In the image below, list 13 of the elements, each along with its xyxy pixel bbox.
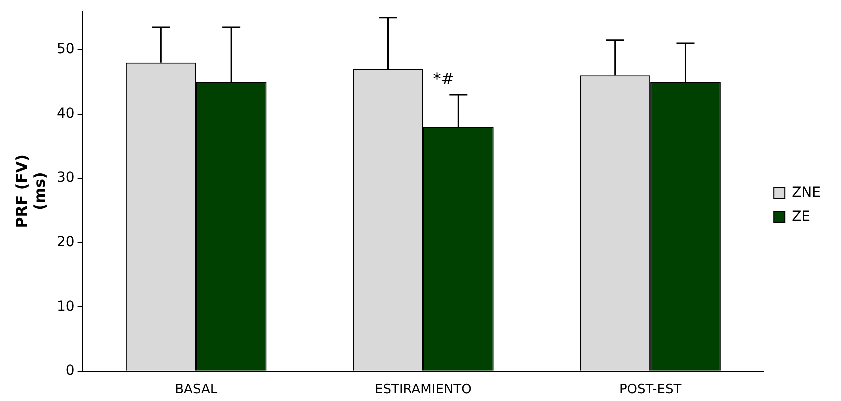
y-tick-label: 20: [56, 234, 75, 250]
y-tick-label: 50: [56, 42, 75, 58]
y-tick-label: 10: [56, 298, 75, 315]
x-tick-label: BASAL: [175, 382, 218, 398]
y-tick-label: 40: [56, 106, 75, 122]
x-tick-label: ESTIRAMIENTO: [375, 382, 472, 398]
x-tick-label: POST-EST: [619, 382, 682, 398]
annotation: *#: [433, 70, 455, 89]
y-tick-label: 30: [56, 170, 75, 186]
y-tick-label: 0: [66, 363, 75, 380]
y-axis-title: PRF (FV) (ms): [12, 154, 49, 228]
legend-label: ZNE: [792, 185, 822, 202]
legend-label: ZE: [792, 209, 811, 226]
